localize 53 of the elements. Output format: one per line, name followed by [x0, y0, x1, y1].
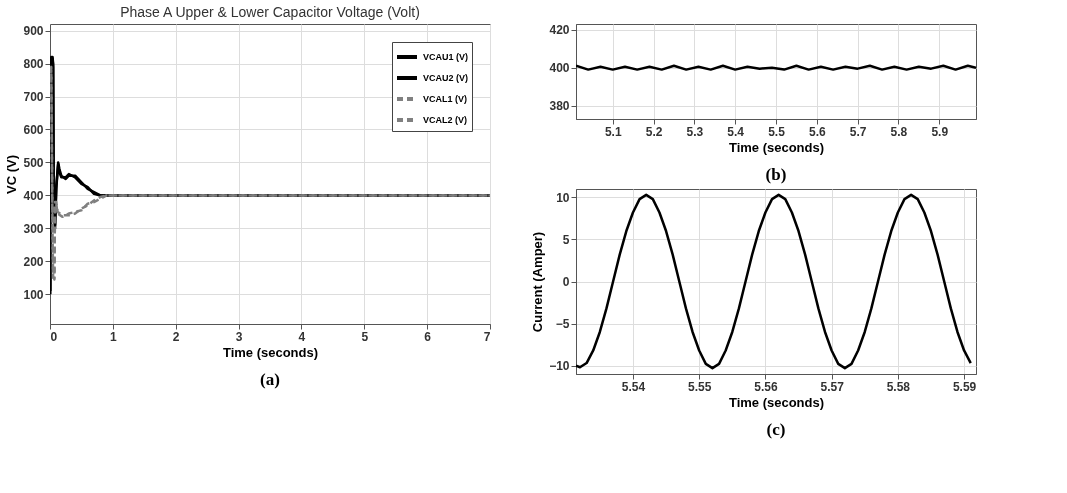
y-tick-label: 200	[23, 254, 44, 269]
y-tick-label: 900	[23, 24, 44, 39]
x-tick-label: 5.8	[890, 124, 908, 139]
x-tick-label: 3	[235, 329, 243, 344]
y-tick-label: 380	[549, 99, 570, 114]
y-tick-label: 5	[562, 232, 570, 247]
x-tick-label: 5.9	[931, 124, 949, 139]
text: (a)	[260, 370, 280, 389]
y-tick-label: −10	[549, 359, 570, 374]
x-tick-label: 5.54	[621, 379, 646, 394]
y-tick-label: 10	[556, 190, 570, 205]
x-tick-label: 6	[424, 329, 432, 344]
x-tick-label: 5.59	[952, 379, 977, 394]
y-tick-label: 800	[23, 57, 44, 72]
x-axis-title: Time (seconds)	[728, 139, 825, 155]
y-tick-label: −5	[555, 317, 570, 332]
y-tick-label: 700	[23, 90, 44, 105]
x-tick-label: 1	[110, 329, 118, 344]
x-axis-title: Time (seconds)	[222, 344, 319, 360]
x-tick-label: 5.7	[849, 124, 867, 139]
x-tick-label: 5.5	[768, 124, 786, 139]
x-tick-label: 5.2	[645, 124, 663, 139]
x-tick-label: 5.3	[686, 124, 704, 139]
y-tick-label: 600	[23, 122, 44, 137]
y-axis-title: VC (V)	[4, 155, 20, 194]
y-tick-label: 400	[23, 188, 44, 203]
x-tick-label: 5.58	[886, 379, 911, 394]
y-tick-label: 300	[23, 221, 44, 236]
y-tick-label: 400	[549, 61, 570, 76]
text: (c)	[766, 420, 786, 439]
x-tick-label: 5.56	[754, 379, 778, 394]
x-tick-label: 5.1	[604, 124, 622, 139]
legend-label: VCAL1 (V)	[423, 94, 468, 104]
x-tick-label: 4	[298, 329, 306, 344]
y-axis-title: Current (Amper)	[530, 231, 546, 333]
x-tick-label: 5.55	[688, 379, 712, 394]
y-tick-label: 500	[23, 155, 44, 170]
chart-title: Phase A Upper & Lower Capacitor Voltage (Volt)	[120, 4, 420, 20]
x-tick-label: 5.4	[727, 124, 745, 139]
x-tick-label: 5.6	[808, 124, 826, 139]
x-axis-title: Time (seconds)	[728, 394, 825, 410]
x-tick-label: 7	[483, 329, 491, 344]
legend-label: VCAL2 (V)	[423, 115, 468, 125]
x-tick-label: 5	[361, 329, 369, 344]
y-tick-label: 100	[23, 287, 44, 302]
text: (b)	[765, 165, 787, 184]
y-tick-label: 420	[549, 23, 570, 38]
legend-label: VCAU2 (V)	[423, 73, 469, 83]
x-tick-label: 5.57	[820, 379, 845, 394]
x-tick-label: 2	[172, 329, 180, 344]
legend-label: VCAU1 (V)	[423, 52, 469, 62]
y-tick-label: 0	[562, 275, 570, 289]
x-tick-label: 0	[50, 329, 58, 344]
